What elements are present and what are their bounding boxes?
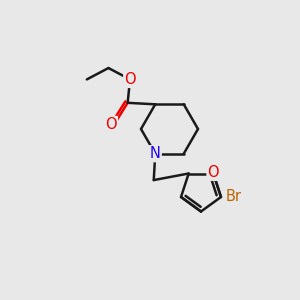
Text: Br: Br	[226, 190, 242, 205]
Text: N: N	[150, 146, 161, 161]
Text: O: O	[105, 117, 117, 132]
Text: O: O	[124, 72, 136, 87]
Text: O: O	[208, 165, 219, 180]
